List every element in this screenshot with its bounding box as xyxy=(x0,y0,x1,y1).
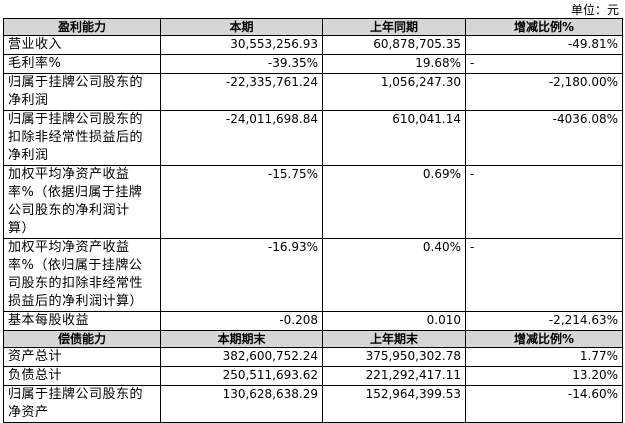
label-line: 净利润 xyxy=(8,93,49,108)
row-label: 毛利率% xyxy=(3,54,161,74)
label-line: 公司股东的净利润计 xyxy=(8,203,130,218)
label-line: 加权平均净资产收益 xyxy=(8,240,130,255)
value-cell: 0.69% xyxy=(322,165,466,239)
label-line: 扣除非经常性损益后的 xyxy=(8,130,144,145)
row-label: 加权平均净资产收益 率%（依据归属于挂牌 公司股东的净利润计 算） xyxy=(3,165,161,239)
header-cell: 本期期末 xyxy=(160,330,323,348)
label-line: 算） xyxy=(8,221,36,236)
value-cell: -16.93% xyxy=(160,238,323,312)
value-cell: -39.35% xyxy=(160,54,323,74)
row-label: 负债总计 xyxy=(3,366,161,386)
label-line: 率%（依据归属于挂牌 xyxy=(8,185,143,200)
label-line: 毛利率% xyxy=(8,56,62,71)
row-label: 归属于挂牌公司股东的 净利润 xyxy=(3,73,161,111)
value-cell: -49.81% xyxy=(465,35,623,55)
data-row: 加权平均净资产收益 率%（依归属于挂牌公 司股东的扣除非经常性 损益后的净利润计算） -… xyxy=(3,238,623,312)
value-cell: 30,553,256.93 xyxy=(160,35,323,55)
row-label: 营业收入 xyxy=(3,35,161,55)
data-row: 基本每股收益 -0.208 0.010 -2,214.63% xyxy=(3,311,623,331)
label-line: 归属于挂牌公司股东的 xyxy=(8,75,144,90)
header-cell: 上年期末 xyxy=(322,330,466,348)
value-cell: 1.77% xyxy=(465,347,623,367)
data-row: 归属于挂牌公司股东的 净资产 130,628,638.29 152,964,399.5… xyxy=(3,385,623,423)
value-cell: - xyxy=(465,54,623,74)
data-row: 资产总计 382,600,752.24 375,950,302.78 1.77% xyxy=(3,347,623,367)
value-cell: 610,041.14 xyxy=(322,110,466,166)
row-label: 资产总计 xyxy=(3,347,161,367)
value-cell: 19.68% xyxy=(322,54,466,74)
value-cell: 0.010 xyxy=(322,311,466,331)
label-line: 基本每股收益 xyxy=(8,313,90,328)
value-cell: - xyxy=(465,238,623,312)
header-cell: 盈利能力 xyxy=(3,18,161,36)
label-line: 损益后的净利润计算） xyxy=(8,294,144,309)
value-cell: -22,335,761.24 xyxy=(160,73,323,111)
value-cell: 0.40% xyxy=(322,238,466,312)
header-cell: 偿债能力 xyxy=(3,330,161,348)
label-line: 归属于挂牌公司股东的 xyxy=(8,387,144,402)
label-line: 归属于挂牌公司股东的 xyxy=(8,112,144,127)
label-line: 净资产 xyxy=(8,405,49,420)
label-line: 净利润 xyxy=(8,148,49,163)
data-row: 归属于挂牌公司股东的 净利润 -22,335,761.24 1,056,247.30-… xyxy=(3,73,623,111)
label-line: 营业收入 xyxy=(8,37,63,52)
value-cell: 130,628,638.29 xyxy=(160,385,323,423)
value-cell: -15.75% xyxy=(160,165,323,239)
row-label: 基本每股收益 xyxy=(3,311,161,331)
value-cell: 60,878,705.35 xyxy=(322,35,466,55)
value-cell: -2,180.00% xyxy=(465,73,623,111)
value-cell: 221,292,417.11 xyxy=(322,366,466,386)
header-cell: 增减比例% xyxy=(465,330,623,348)
header-cell: 增减比例% xyxy=(465,18,623,36)
value-cell: -14.60% xyxy=(465,385,623,423)
value-cell: - xyxy=(465,165,623,239)
header-row: 偿债能力 本期期末 上年期末 增减比例% xyxy=(3,330,623,348)
header-row: 盈利能力 本期 上年同期 增减比例% xyxy=(3,18,623,36)
value-cell: -0.208 xyxy=(160,311,323,331)
value-cell: 152,964,399.53 xyxy=(322,385,466,423)
row-label: 归属于挂牌公司股东的 扣除非经常性损益后的 净利润 xyxy=(3,110,161,166)
label-line: 率%（依归属于挂牌公 xyxy=(8,258,143,273)
label-line: 司股东的扣除非经常性 xyxy=(8,276,144,291)
value-cell: 382,600,752.24 xyxy=(160,347,323,367)
data-row: 加权平均净资产收益 率%（依据归属于挂牌 公司股东的净利润计 算） -15.75% 0.6… xyxy=(3,165,623,239)
financial-table: 盈利能力 本期 上年同期 增减比例% 营业收入 30,553,256.93 60,878,7… xyxy=(3,18,623,423)
unit-label: 单位：元 xyxy=(570,3,619,17)
label-line: 加权平均净资产收益 xyxy=(8,167,130,182)
data-row: 营业收入 30,553,256.93 60,878,705.35 -49.81% xyxy=(3,35,623,55)
label-line: 负债总计 xyxy=(8,368,63,383)
label-line: 资产总计 xyxy=(8,349,63,364)
value-cell: 13.20% xyxy=(465,366,623,386)
value-cell: -2,214.63% xyxy=(465,311,623,331)
row-label: 归属于挂牌公司股东的 净资产 xyxy=(3,385,161,423)
value-cell: -4036.08% xyxy=(465,110,623,166)
header-cell: 本期 xyxy=(160,18,323,36)
row-label: 加权平均净资产收益 率%（依归属于挂牌公 司股东的扣除非经常性 损益后的净利润计算） xyxy=(3,238,161,312)
value-cell: 250,511,693.62 xyxy=(160,366,323,386)
value-cell: 375,950,302.78 xyxy=(322,347,466,367)
value-cell: -24,011,698.84 xyxy=(160,110,323,166)
data-row: 归属于挂牌公司股东的 扣除非经常性损益后的 净利润 -24,011,698.84 610… xyxy=(3,110,623,166)
value-cell: 1,056,247.30 xyxy=(322,73,466,111)
data-row: 毛利率% -39.35% 19.68% - xyxy=(3,54,623,74)
header-cell: 上年同期 xyxy=(322,18,466,36)
data-row: 负债总计 250,511,693.62 221,292,417.11 13.20% xyxy=(3,366,623,386)
